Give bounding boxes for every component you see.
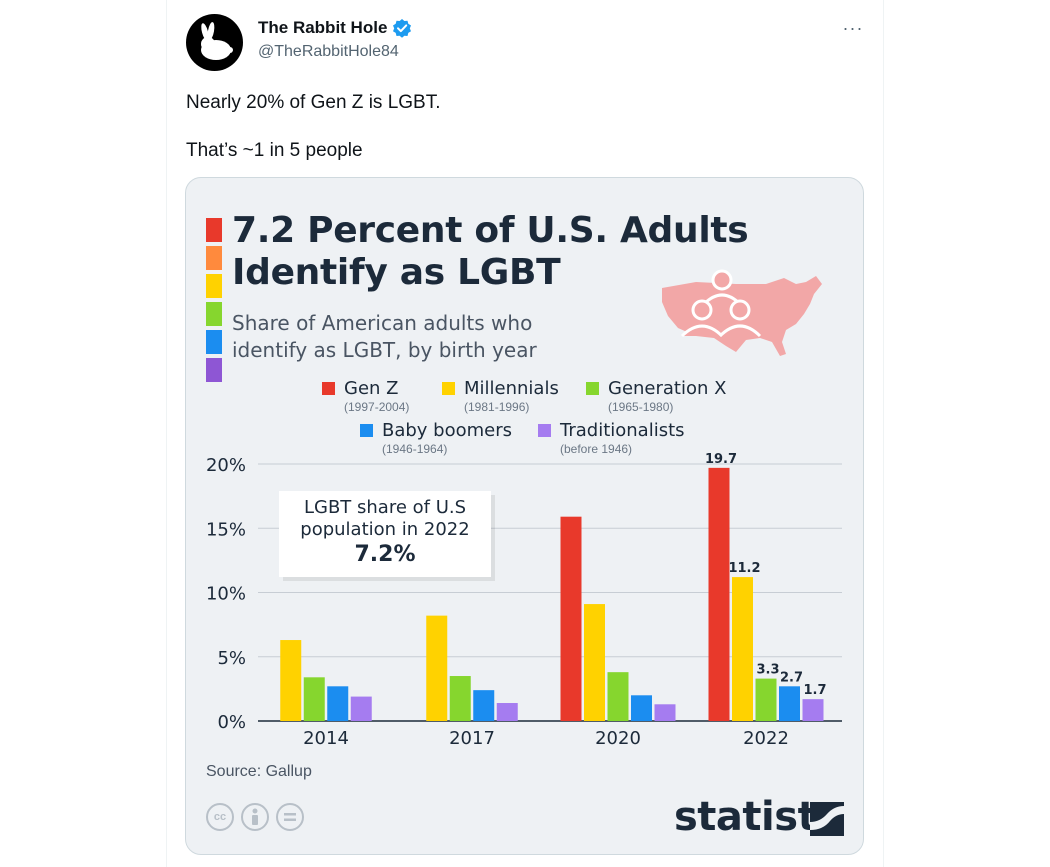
y-tick-label: 0% (217, 712, 246, 733)
rainbow-segment (206, 218, 222, 242)
author-name-text[interactable]: The Rabbit Hole (258, 18, 388, 37)
legend-swatch (322, 382, 335, 395)
callout-line-2: population in 2022 (300, 519, 470, 540)
legend-label: Traditionalists (560, 420, 685, 441)
legend-swatch (538, 424, 551, 437)
callout-value: 7.2% (354, 542, 416, 567)
author-name[interactable]: The Rabbit Hole (258, 18, 412, 38)
chart-source: Source: Gallup (206, 763, 312, 780)
chart-title-line-1: 7.2 Percent of U.S. Adults (232, 210, 749, 251)
legend-swatch (442, 382, 455, 395)
bar-data-label: 19.7 (705, 452, 737, 467)
y-tick-label: 15% (206, 519, 246, 540)
avatar[interactable] (186, 14, 243, 71)
legend-item: Traditionalists (before 1946) (538, 420, 685, 456)
author-handle[interactable]: @TheRabbitHole84 (258, 43, 399, 60)
infographic-image[interactable]: 7.2 Percent of U.S. Adults Identify as L… (185, 177, 864, 855)
x-tick-label: 2022 (743, 728, 789, 749)
bar (654, 704, 676, 721)
bar-data-label: 11.2 (728, 561, 760, 576)
y-tick-label: 5% (217, 648, 246, 669)
legend-years: (1981-1996) (464, 400, 530, 414)
bar (607, 672, 629, 721)
chart-title-line-2: Identify as LGBT (232, 252, 561, 293)
legend-years: (1946-1964) (382, 442, 448, 456)
legend-years: (1997-2004) (344, 400, 410, 414)
tweet-text-line-1: Nearly 20% of Gen Z is LGBT. (186, 92, 441, 113)
y-tick-label: 10% (206, 584, 246, 605)
legend-item: Gen Z (1997-2004) (322, 378, 409, 414)
tweet-text-line-2: That’s ~1 in 5 people (186, 140, 363, 161)
us-map-people-icon (662, 269, 822, 356)
attribution-icon (241, 803, 269, 831)
y-tick-label: 20% (206, 455, 246, 476)
bar (802, 699, 824, 721)
bar (426, 615, 448, 721)
legend-label: Baby boomers (382, 420, 513, 441)
chart-subtitle: Share of American adults who identify as… (232, 310, 592, 364)
legend-label: Gen Z (344, 378, 399, 399)
rainbow-segment (206, 246, 222, 270)
chart-subtitle-line-2: identify as LGBT, by birth year (232, 338, 537, 362)
callout-box: LGBT share of U.S population in 2022 7.2… (279, 491, 491, 577)
rabbit-icon (201, 22, 233, 60)
bar (779, 686, 800, 721)
bar (473, 690, 495, 721)
rainbow-segment (206, 274, 222, 298)
license-icons: cc (206, 803, 304, 831)
legend-item: Baby boomers (1946-1964) (360, 420, 512, 456)
rainbow-segment (206, 302, 222, 326)
x-tick-label: 2020 (595, 728, 641, 749)
legend-label: Generation X (608, 378, 727, 399)
rainbow-bar (206, 218, 222, 386)
chart-subtitle-line-1: Share of American adults who (232, 311, 533, 335)
legend-swatch (360, 424, 373, 437)
bar (755, 678, 777, 721)
rainbow-segment (206, 330, 222, 354)
bar (732, 577, 753, 721)
bar-data-label: 2.7 (780, 670, 803, 685)
x-tick-label: 2017 (449, 728, 495, 749)
bar (280, 640, 302, 721)
bar (350, 696, 372, 721)
bar (327, 686, 349, 721)
bar-data-label: 1.7 (803, 683, 826, 698)
rainbow-segment (206, 358, 222, 382)
no-derivatives-icon (276, 803, 304, 831)
legend-item: Generation X (1965-1980) (586, 378, 726, 414)
bar (496, 703, 518, 721)
legend-years: (1965-1980) (608, 400, 674, 414)
bar (708, 467, 730, 721)
legend-swatch (586, 382, 599, 395)
legend-years: (before 1946) (560, 442, 633, 456)
x-tick-label: 2014 (303, 728, 349, 749)
verified-badge-icon (393, 19, 412, 38)
bar (631, 695, 652, 721)
callout-line-1: LGBT share of U.S (303, 497, 467, 518)
legend-item: Millennials (1981-1996) (442, 378, 559, 414)
more-options-button[interactable]: ··· (842, 18, 864, 38)
bar (584, 604, 605, 721)
cc-icon: cc (206, 803, 234, 831)
chart-title: 7.2 Percent of U.S. Adults Identify as L… (232, 210, 752, 294)
bar (560, 516, 582, 721)
bar (449, 676, 471, 721)
bar (303, 677, 325, 721)
statista-logo-icon (810, 802, 844, 836)
bar-data-label: 3.3 (756, 663, 779, 678)
legend-label: Millennials (464, 378, 559, 399)
